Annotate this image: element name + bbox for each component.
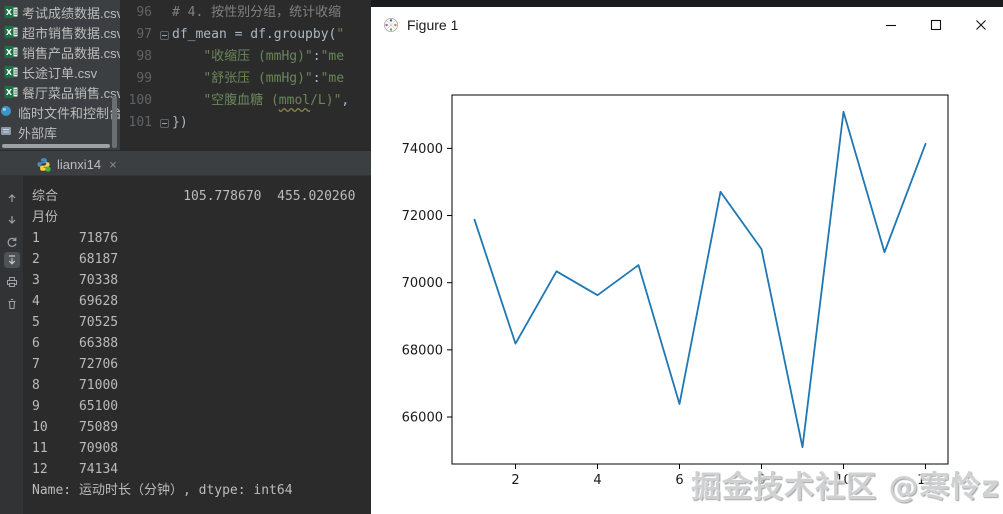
project-file-list: X 考试成绩数据.csv X 超市销售数据.csv X 销售产品数据.csv X 长途订单.c… [0,0,120,142]
minimize-button[interactable] [868,7,913,42]
project-item-label: 长途订单.csv [22,65,98,81]
step-down-icon[interactable] [4,212,20,228]
tab-label: lianxi14 [57,156,102,172]
project-item[interactable]: X 餐厅菜品销售.csv [0,82,120,102]
project-item-label: 外部库 [18,125,58,141]
svg-text:X: X [6,88,13,97]
project-item[interactable]: X 超市销售数据.csv [0,22,120,42]
run-console[interactable]: 综合 105.778670 455.020260 月份 1 71876 2 68… [0,176,371,514]
svg-text:X: X [6,68,13,77]
svg-text:12: 12 [917,473,934,488]
svg-text:2: 2 [511,473,519,488]
excel-file-icon: X [4,85,18,99]
svg-text:8: 8 [757,473,765,488]
print-icon[interactable] [4,274,20,290]
svg-text:6: 6 [675,473,683,488]
close-button[interactable] [958,7,1003,42]
line-number: 99 [136,71,152,86]
project-item[interactable]: 外部库 [0,122,120,142]
svg-text:72000: 72000 [402,209,443,224]
project-item[interactable]: X 考试成绩数据.csv [0,2,120,22]
svg-text:66000: 66000 [402,410,443,425]
console-output: 综合 105.778670 455.020260 月份 1 71876 2 68… [32,189,356,498]
line-chart: 66000 68000 70000 72000 74000 2 4 6 8 10 12 [402,94,949,488]
step-up-icon[interactable] [4,190,20,206]
code-line: 96 # 4. 按性别分组，统计收缩 [120,2,371,24]
excel-file-icon: X [4,65,18,79]
rerun-icon[interactable] [4,234,20,250]
matplotlib-icon [383,17,399,33]
excel-file-icon: X [4,5,18,19]
project-item-label: 超市销售数据.csv [22,25,120,41]
figure-title: Figure 1 [407,16,459,33]
code-line: 97 df_mean = df.groupby(" [120,24,371,46]
line-number: 97 [136,27,152,42]
tab-close-icon[interactable]: × [109,156,117,172]
excel-file-icon: X [4,25,18,39]
project-item-label: 考试成绩数据.csv [22,5,120,21]
svg-text:4: 4 [593,473,601,488]
run-tool-tabbar: lianxi14 × [0,150,371,176]
svg-text:10: 10 [835,473,852,488]
watermark: 掘金技术社区 @寒怜z [691,470,1000,505]
project-item[interactable]: X 长途订单.csv [0,62,120,82]
fold-marker-icon[interactable] [160,119,169,128]
project-vertical-scrollbar[interactable] [112,96,117,148]
line-number: 98 [136,49,152,64]
project-item-label: 餐厅菜品销售.csv [22,85,120,101]
code-line: 99 "舒张压 (mmHg)":"me [120,68,371,90]
scratch-console-icon [0,105,14,119]
figure-titlebar[interactable]: Figure 1 [371,7,1003,42]
maximize-button[interactable] [913,7,958,42]
library-icon [0,125,14,139]
python-run-icon [36,157,51,172]
code-line: 100 "空腹血糖 (mmol/L)", [120,90,371,112]
line-number: 101 [128,115,152,130]
svg-text:70000: 70000 [402,276,443,291]
figure-window: Figure 1 66000 68000 70000 72000 74000 2 4 6 8 10… [371,7,1003,514]
code-line: 101}) [120,112,371,134]
svg-text:X: X [6,8,13,17]
svg-text:68000: 68000 [402,343,443,358]
tab-lianxi14[interactable]: lianxi14 × [28,152,125,176]
project-item-label: 临时文件和控制台 [18,105,120,121]
code-editor[interactable]: 96 # 4. 按性别分组，统计收缩 97 df_mean = df.groupby(… [120,0,371,150]
project-panel[interactable]: X 考试成绩数据.csv X 超市销售数据.csv X 销售产品数据.csv X 长途订单.c… [0,0,120,150]
project-horizontal-scrollbar[interactable] [2,144,110,148]
console-toolbar [0,176,24,514]
project-item-label: 销售产品数据.csv [22,45,120,61]
scroll-to-end-icon[interactable] [4,252,20,268]
code-line: 98 "收缩压 (mmHg)":"me [120,46,371,68]
project-item[interactable]: 临时文件和控制台 [0,102,120,122]
figure-canvas: 66000 68000 70000 72000 74000 2 4 6 8 10 12 掘金技术社区… [371,42,1003,514]
background-strip [371,0,1003,7]
svg-text:X: X [6,48,13,57]
fold-marker-icon[interactable] [160,31,169,40]
clear-output-icon[interactable] [4,296,20,312]
line-number: 96 [136,5,152,20]
svg-text:X: X [6,28,13,37]
project-item[interactable]: X 销售产品数据.csv [0,42,120,62]
svg-text:74000: 74000 [402,142,443,157]
excel-file-icon: X [4,45,18,59]
line-number: 100 [128,93,152,108]
